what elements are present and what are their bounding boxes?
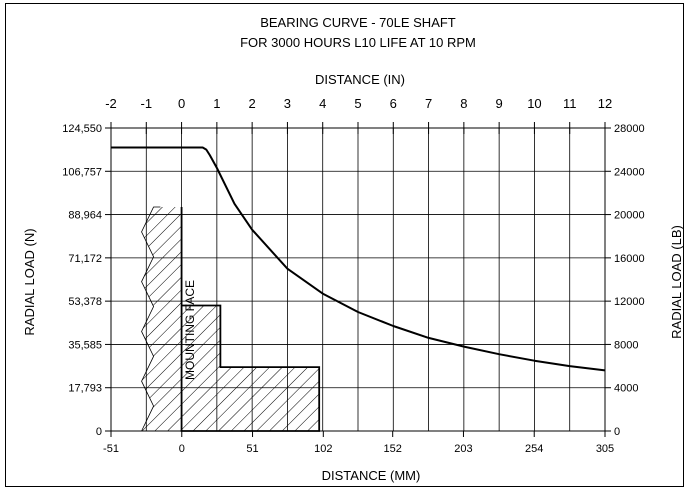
top-tick-label: 0 [178,96,185,111]
top-tick-label: 4 [319,96,326,111]
top-tick-label: 8 [460,96,467,111]
right-tick-label: 16000 [614,253,645,265]
left-axis-label: RADIAL LOAD (N) [22,228,37,335]
right-tick-label: 0 [614,426,620,438]
top-tick-label: -1 [141,96,153,111]
right-tick-label: 4000 [614,383,638,395]
bottom-tick-label: 152 [384,443,402,455]
left-tick-label: 106,757 [62,166,102,178]
chart-title: BEARING CURVE - 70LE SHAFT [260,15,456,30]
bottom-tick-label: 102 [314,443,332,455]
right-tick-label: 28000 [614,123,645,135]
bottom-tick-label: 305 [596,443,614,455]
right-axis-label: RADIAL LOAD (LB) [669,225,684,339]
top-tick-label: 7 [425,96,432,111]
mounting-profile-break-line [141,206,161,432]
bottom-tick-label: 0 [179,443,185,455]
right-tick-label: 20000 [614,210,645,222]
axes: -2 -1 0 1 2 3 4 5 6 7 8 9 10 11 12-51 0 51 102 152 203 254 30… [62,96,644,455]
top-tick-label: 12 [598,96,612,111]
left-tick-label: 53,378 [68,296,102,308]
top-axis-label: DISTANCE (IN) [315,72,405,87]
top-tick-label: 10 [527,96,541,111]
top-tick-label: 6 [390,96,397,111]
top-tick-label: 3 [284,96,291,111]
left-tick-label: 0 [96,426,102,438]
top-tick-label: 2 [249,96,256,111]
right-tick-label: 8000 [614,339,638,351]
outer-frame [5,3,684,487]
mounting-profile-layer [141,206,321,432]
bottom-tick-label: 51 [246,443,258,455]
top-tick-label: 1 [213,96,220,111]
bottom-tick-label: -51 [103,443,119,455]
left-tick-label: 35,585 [68,339,102,351]
top-tick-label: 11 [563,96,577,111]
mounting-face-label: MOUNTING FACE [183,280,197,380]
right-tick-label: 12000 [614,296,645,308]
bottom-axis-label: DISTANCE (MM) [322,468,421,483]
left-tick-label: 71,172 [68,253,102,265]
top-tick-label: -2 [105,96,117,111]
series-layer [111,146,606,372]
left-tick-label: 124,550 [62,123,102,135]
bottom-tick-label: 203 [454,443,472,455]
bottom-tick-label: 254 [525,443,543,455]
chart-subtitle: FOR 3000 HOURS L10 LIFE AT 10 RPM [240,35,476,50]
top-tick-label: 5 [354,96,361,111]
mounting-profile-hatch [141,206,320,431]
left-tick-label: 17,793 [68,383,102,395]
right-tick-label: 24000 [614,166,645,178]
bearing-curve-line [111,146,606,372]
left-tick-label: 88,964 [68,210,102,222]
top-tick-label: 9 [496,96,503,111]
